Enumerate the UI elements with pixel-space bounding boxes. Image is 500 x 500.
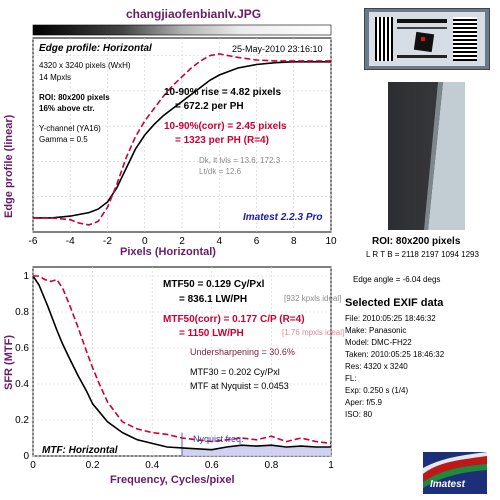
imatest-version: Imatest 2.2.3 Pro <box>243 212 323 223</box>
edge-xtick-label: 4 <box>216 236 222 247</box>
mtf-ytick-label: 0 <box>23 451 29 462</box>
edge-xtick-label: 10 <box>325 236 337 247</box>
edge-xtick-label: 2 <box>179 236 185 247</box>
imatest-logo-text: Imatest <box>430 479 466 490</box>
exif-model: Model: DMC-FH22 <box>345 338 412 347</box>
mtf50-note: [932 kpxls ideal] <box>284 294 342 303</box>
dk-line2: Lt/dk = 12.6 <box>199 167 242 176</box>
edge-xtick-label: 0 <box>142 236 148 247</box>
exif-iso: ISO: 80 <box>345 410 373 419</box>
rise-line1: 10-90% rise = 4.82 pixels <box>164 87 282 98</box>
mtf50-corr-note: [1.76 mpxls ideal] <box>282 328 345 337</box>
mtf-line <box>32 275 331 451</box>
mtf-xtick-label: 0.2 <box>86 460 100 471</box>
exif-aperture: Aper: f/5.9 <box>345 398 382 407</box>
gamma-label: Gamma = 0.5 <box>39 135 88 144</box>
edge-date: 25-May-2010 23:16:10 <box>232 44 323 54</box>
mtf-corrected-line <box>33 275 332 445</box>
exif-title: Selected EXIF data <box>345 297 444 309</box>
edge-xtick-label: -2 <box>103 236 112 247</box>
megapixels: 14 Mpxls <box>39 73 72 82</box>
mtf30: MTF30 = 0.202 Cy/Pxl <box>190 367 280 377</box>
edge-angle: Edge angle = -6.04 degs <box>353 275 441 284</box>
image-size: 4320 x 3240 pixels (WxH) <box>39 61 131 70</box>
mtf-xtick-label: 1 <box>328 460 334 471</box>
roi-line2: 16% above ctr. <box>39 104 95 113</box>
exif-exposure: Exp: 0.250 s (1/4) <box>345 386 409 395</box>
mtf-ylabel-box: SFR (MTF) <box>3 290 17 440</box>
mtf-ytick-label: 0.8 <box>15 307 29 318</box>
dk-line1: Dk, lt lvls = 13.6, 172.3 <box>199 156 281 165</box>
mtf-xtick-label: 0 <box>30 460 36 471</box>
nyquist-region-fill <box>182 445 331 456</box>
edge-gradient-bar <box>32 24 332 36</box>
edge-xlabel: Pixels (Horizontal) <box>120 246 216 258</box>
exif-res: Res: 4320 x 3240 <box>345 362 408 371</box>
mtf-ytick-label: 0.6 <box>15 343 29 354</box>
mtf-ytick-label: 1 <box>23 271 29 282</box>
exif-fl: FL: <box>345 374 357 383</box>
mtf-title: MTF: Horizontal <box>42 445 118 456</box>
imatest-logo-icon <box>423 452 487 494</box>
edge-xtick-label: 6 <box>254 236 260 247</box>
mtf-xtick-label: 0.8 <box>264 460 278 471</box>
rise-line2: = 672.2 per PH <box>175 101 244 112</box>
edge-xtick-label: 8 <box>291 236 297 247</box>
mtf-ytick-label: 0.4 <box>15 379 29 390</box>
undersharpening: Undersharpening = 30.6% <box>190 347 295 357</box>
channel-label: Y-channel (YA16) <box>39 124 101 133</box>
exif-file: File: 2010:05:25 18:46:32 <box>345 314 436 323</box>
file-title: changjiaofenbianlv.JPG <box>126 7 262 21</box>
nyquist-label: Nyquist freq. <box>193 434 244 444</box>
edge-title: Edge profile: Horizontal <box>39 43 152 54</box>
exif-taken: Taken: 2010:05:25 18:46:32 <box>345 350 445 359</box>
roi-image <box>388 82 465 230</box>
roi-label: ROI: 80x200 pixels <box>372 236 461 247</box>
mtf-xtick-label: 0.6 <box>205 460 219 471</box>
mtf50-line2: = 836.1 LW/PH <box>179 294 248 305</box>
mtf50-corr-line2: = 1150 LW/PH <box>179 328 244 339</box>
test-chart-thumbnail <box>364 8 490 70</box>
mtf-plot-frame <box>32 266 332 457</box>
corr-line1: 10-90%(corr) = 2.45 pixels <box>164 121 287 132</box>
roi-lrtb: L R T B = 2118 2197 1094 1293 <box>366 250 479 259</box>
mtf50-line1: MTF50 = 0.129 Cy/Pxl <box>163 279 265 290</box>
edge-xtick-label: -6 <box>29 236 38 247</box>
exif-make: Make: Panasonic <box>345 326 407 335</box>
mtf-at-nyquist: MTF at Nyquist = 0.0453 <box>190 381 289 391</box>
edge-xtick-label: -4 <box>66 236 75 247</box>
mtf-ylabel: SFR (MTF) <box>3 335 15 390</box>
mtf-ytick-label: 0.2 <box>15 415 29 426</box>
edge-corrected-line <box>33 53 331 226</box>
roi-line1: ROI: 80x200 pixels <box>39 93 110 102</box>
corr-line2: = 1323 per PH (R=4) <box>175 135 269 146</box>
mtf-xtick-label: 0.4 <box>145 460 159 471</box>
mtf-xlabel: Frequency, Cycles/pixel <box>110 474 235 486</box>
edge-profile-line <box>33 61 331 219</box>
mtf50-corr-line1: MTF50(corr) = 0.177 C/P (R=4) <box>163 314 305 325</box>
